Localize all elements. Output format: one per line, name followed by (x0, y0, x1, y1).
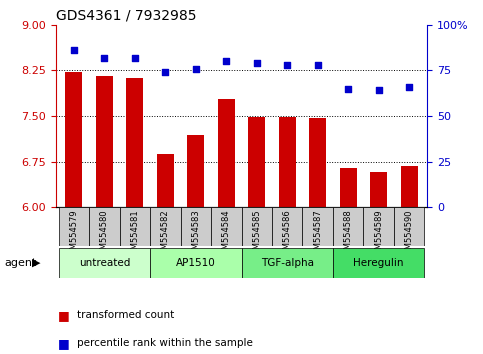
Point (405, 84, 413, 90)
Bar (370, 172, 387, 207)
Point (192, 66, 199, 72)
Bar (211, 207, 242, 246)
Text: GSM554579: GSM554579 (70, 209, 78, 260)
Bar (279, 117, 296, 207)
Bar (333, 248, 425, 278)
Bar (150, 207, 181, 246)
Bar (340, 167, 356, 207)
Text: AP1510: AP1510 (176, 258, 215, 268)
Point (284, 62, 291, 68)
Text: ■: ■ (58, 309, 70, 321)
Text: GSM554586: GSM554586 (283, 209, 292, 260)
Bar (363, 207, 394, 246)
Bar (309, 118, 326, 207)
Point (375, 87, 383, 93)
Bar (120, 207, 150, 246)
Bar (58, 248, 150, 278)
Bar (150, 248, 242, 278)
Bar (333, 207, 363, 246)
Text: GSM554590: GSM554590 (405, 209, 413, 259)
Bar (66, 72, 82, 207)
Text: GSM554585: GSM554585 (252, 209, 261, 260)
Text: ■: ■ (58, 337, 70, 350)
Bar (242, 248, 333, 278)
Point (70, 47, 78, 53)
Point (314, 62, 322, 68)
Bar (272, 207, 302, 246)
Text: GSM554588: GSM554588 (344, 209, 353, 260)
Bar (181, 207, 211, 246)
Bar (242, 207, 272, 246)
Bar (127, 78, 143, 207)
Text: ▶: ▶ (32, 258, 41, 268)
Bar (96, 76, 113, 207)
Point (253, 60, 261, 66)
Bar (157, 154, 174, 207)
Bar (394, 207, 425, 246)
Bar (58, 207, 89, 246)
Bar (302, 207, 333, 246)
Text: GSM554580: GSM554580 (100, 209, 109, 260)
Point (100, 55, 108, 61)
Point (131, 55, 139, 61)
Text: GSM554582: GSM554582 (161, 209, 170, 260)
Text: percentile rank within the sample: percentile rank within the sample (77, 338, 253, 348)
Bar (218, 99, 235, 207)
Bar (248, 117, 265, 207)
Text: GSM554587: GSM554587 (313, 209, 322, 260)
Text: transformed count: transformed count (77, 310, 174, 320)
Text: agent: agent (5, 258, 37, 268)
Text: Heregulin: Heregulin (354, 258, 404, 268)
Bar (89, 207, 120, 246)
Text: GDS4361 / 7932985: GDS4361 / 7932985 (56, 8, 196, 22)
Text: GSM554584: GSM554584 (222, 209, 231, 260)
Point (344, 86, 352, 91)
Text: GSM554589: GSM554589 (374, 209, 383, 260)
Point (161, 69, 169, 75)
Point (222, 58, 230, 64)
Bar (187, 135, 204, 207)
Text: TGF-alpha: TGF-alpha (261, 258, 314, 268)
Text: GSM554581: GSM554581 (130, 209, 139, 260)
Text: untreated: untreated (79, 258, 130, 268)
Text: GSM554583: GSM554583 (191, 209, 200, 260)
Bar (401, 166, 417, 207)
